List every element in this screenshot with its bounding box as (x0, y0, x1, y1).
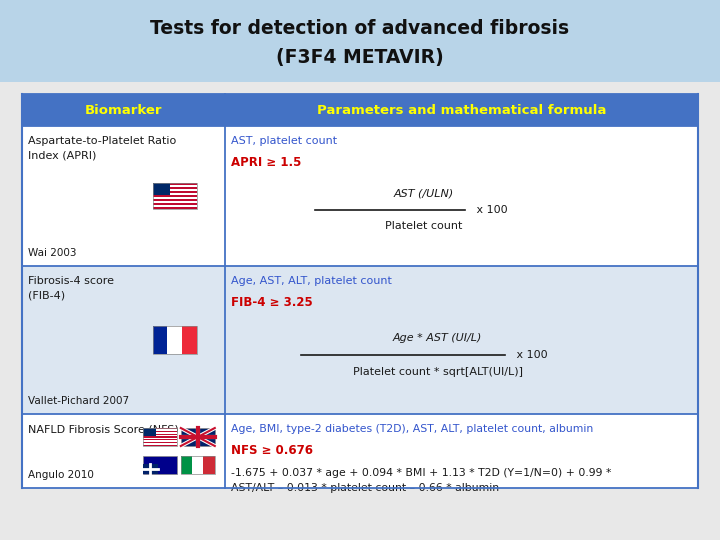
Text: Vallet-Pichard 2007: Vallet-Pichard 2007 (28, 396, 129, 406)
Text: x 100: x 100 (513, 350, 547, 360)
Text: Age * AST (UI/L): Age * AST (UI/L) (393, 333, 482, 343)
Bar (204, 456, 215, 474)
Text: INI: INI (521, 410, 569, 440)
Bar (153, 189, 197, 191)
Bar (153, 183, 171, 195)
Bar (143, 456, 177, 474)
Text: Age, BMI, type-2 diabetes (T2D), AST, ALT, platelet count, albumin: Age, BMI, type-2 diabetes (T2D), AST, AL… (231, 424, 593, 434)
Bar (22, 266, 698, 414)
Bar (143, 436, 177, 438)
Bar (143, 428, 177, 446)
Bar (181, 456, 192, 474)
Bar (143, 428, 177, 429)
Text: x 100: x 100 (473, 205, 508, 215)
Bar (0, 0, 720, 82)
Text: Platelet count: Platelet count (385, 221, 462, 231)
Text: Wai 2003: Wai 2003 (28, 248, 76, 258)
Bar (153, 191, 197, 193)
Text: Tests for detection of advanced fibrosis: Tests for detection of advanced fibrosis (150, 18, 570, 37)
Bar (153, 203, 197, 205)
Bar (143, 432, 177, 434)
Text: -1.675 + 0.037 * age + 0.094 * BMI + 1.13 * T2D (Y=1/N=0) + 0.99 *
AST/ALT – 0.0: -1.675 + 0.037 * age + 0.094 * BMI + 1.1… (231, 468, 611, 493)
Bar (168, 326, 182, 354)
Text: (F3F4 METAVIR): (F3F4 METAVIR) (276, 49, 444, 68)
Bar (143, 428, 156, 436)
Bar (153, 183, 197, 185)
Bar (153, 193, 197, 195)
Text: INI: INI (589, 461, 637, 489)
Bar (143, 444, 177, 446)
Bar (153, 201, 197, 203)
Bar (143, 438, 177, 439)
Bar (143, 442, 177, 443)
Text: Angulo 2010: Angulo 2010 (28, 470, 94, 480)
Bar (153, 195, 197, 197)
Text: NFS ≥ 0.676: NFS ≥ 0.676 (231, 444, 312, 457)
Text: AST (/ULN): AST (/ULN) (393, 189, 454, 199)
Text: NAFLD Fibrosis Score (NFS): NAFLD Fibrosis Score (NFS) (28, 424, 179, 434)
Bar (153, 199, 197, 201)
Bar (143, 431, 177, 432)
Text: INI: INI (566, 430, 614, 460)
Text: Aspartate-to-Platelet Ratio
Index (APRI): Aspartate-to-Platelet Ratio Index (APRI) (28, 136, 176, 160)
Bar (143, 441, 177, 442)
Bar (143, 429, 177, 431)
Text: Fibrosis-4 score
(FIB-4): Fibrosis-4 score (FIB-4) (28, 276, 114, 300)
Bar (153, 205, 197, 207)
Bar (182, 326, 197, 354)
Bar (143, 434, 177, 435)
Text: Parameters and mathematical formula: Parameters and mathematical formula (317, 104, 606, 117)
Bar (22, 414, 698, 488)
Bar (192, 456, 204, 474)
Bar (153, 197, 197, 199)
Bar (153, 326, 197, 354)
Bar (143, 435, 177, 436)
Text: Age, AST, ALT, platelet count: Age, AST, ALT, platelet count (231, 276, 392, 286)
Bar (153, 187, 197, 189)
Bar (181, 428, 215, 446)
Text: Biomarker: Biomarker (85, 104, 162, 117)
Text: INI: INI (611, 450, 659, 480)
Bar (153, 207, 197, 209)
Bar (22, 94, 698, 126)
Text: APRI ≥ 1.5: APRI ≥ 1.5 (231, 156, 301, 169)
Bar (143, 464, 158, 474)
Bar (153, 185, 197, 187)
Bar (143, 443, 177, 444)
Bar (22, 126, 698, 266)
Text: AST, platelet count: AST, platelet count (231, 136, 337, 146)
Bar (181, 456, 215, 474)
Bar (143, 439, 177, 441)
Text: Platelet count * sqrt[ALT(UI/L)]: Platelet count * sqrt[ALT(UI/L)] (353, 367, 523, 377)
Text: INI: INI (544, 441, 592, 469)
Bar (153, 326, 168, 354)
Text: FIB-4 ≥ 3.25: FIB-4 ≥ 3.25 (231, 296, 312, 309)
Bar (153, 183, 197, 209)
